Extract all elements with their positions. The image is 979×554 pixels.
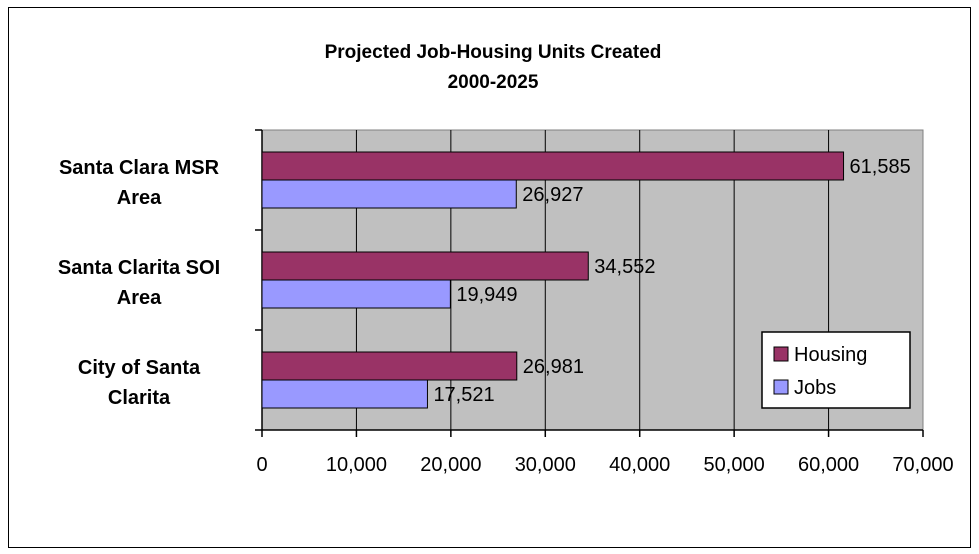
x-tick-label: 40,000: [609, 454, 670, 476]
data-label: 26,981: [523, 356, 584, 378]
x-tick-label: 10,000: [326, 454, 387, 476]
bar-housing: [261, 251, 589, 281]
x-tick-label: 0: [256, 454, 267, 476]
x-tick-label: 20,000: [420, 454, 481, 476]
category-label: City of Santa: [78, 357, 201, 379]
data-label: 61,585: [850, 156, 911, 178]
legend-box: [761, 331, 911, 409]
legend-label-jobs: Jobs: [794, 377, 836, 399]
x-tick-label: 50,000: [704, 454, 765, 476]
data-label: 19,949: [456, 284, 517, 306]
chart-title: Projected Job-Housing Units Created: [325, 42, 662, 63]
plot-area: 0 10,000 20,000 30,000 40,000 50,000 60,000 70,…: [58, 129, 954, 476]
category-label: Area: [117, 287, 162, 309]
chart-frame: Projected Job-Housing Units Created 2000…: [8, 7, 971, 548]
legend: Housing Jobs: [761, 331, 911, 409]
category-label: Santa Clarita SOI: [58, 257, 220, 279]
x-tick-label: 70,000: [892, 454, 953, 476]
chart-svg: Projected Job-Housing Units Created 2000…: [58, 42, 954, 476]
data-label: 34,552: [594, 256, 655, 278]
bar-jobs: [261, 179, 517, 209]
category-label: Santa Clara MSR: [59, 157, 220, 179]
x-tick-label: 60,000: [798, 454, 859, 476]
data-label: 17,521: [433, 384, 494, 406]
legend-label-housing: Housing: [794, 344, 867, 366]
bar-jobs: [261, 379, 428, 409]
bar-jobs: [261, 279, 451, 309]
legend-swatch-housing: [773, 346, 789, 362]
legend-swatch-jobs: [773, 379, 789, 395]
bar-housing: [261, 351, 518, 381]
category-label: Clarita: [108, 387, 171, 409]
bar-housing: [261, 151, 845, 181]
x-tick-label: 30,000: [515, 454, 576, 476]
data-label: 26,927: [522, 184, 583, 206]
chart-subtitle: 2000-2025: [448, 72, 539, 93]
category-label: Area: [117, 187, 162, 209]
